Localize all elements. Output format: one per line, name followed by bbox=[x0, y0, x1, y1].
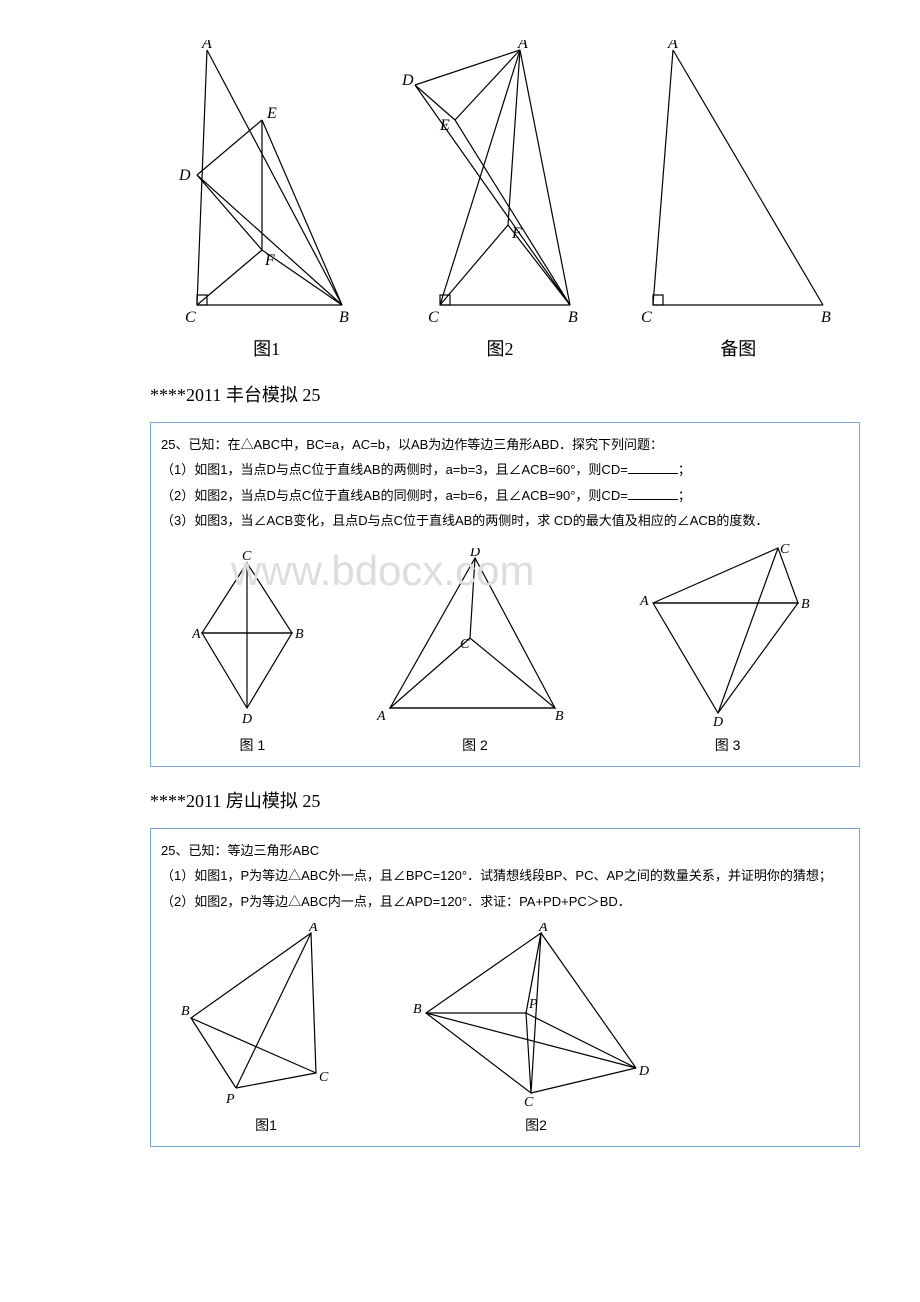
label-B: B bbox=[821, 309, 831, 326]
label-A: A bbox=[639, 594, 649, 609]
label-A: A bbox=[517, 40, 528, 52]
figure-2: A B C D E F 图2 bbox=[400, 40, 600, 361]
label-F: F bbox=[511, 225, 522, 242]
label-E: E bbox=[266, 105, 277, 122]
label-B: B bbox=[568, 309, 578, 326]
label-D: D bbox=[638, 1064, 649, 1079]
s2-figures: A B C P 图1 bbox=[161, 923, 849, 1138]
s1-line1a: （1）如图1，当点D与点C位于直线AB的两侧时，a=b=3，且∠ACB=60°，… bbox=[161, 462, 628, 477]
label-B: B bbox=[555, 709, 564, 724]
figure-1: A B C D E F 图1 bbox=[167, 40, 367, 361]
figure-2-svg: A B C D E F bbox=[400, 40, 600, 330]
s1-line1: （1）如图1，当点D与点C位于直线AB的两侧时，a=b=3，且∠ACB=60°，… bbox=[161, 458, 849, 481]
s1-line3: （3）如图3，当∠ACB变化，且点D与点C位于直线AB的两侧时，求 CD的最大值… bbox=[161, 509, 849, 532]
label-A: A bbox=[667, 40, 678, 52]
label-D: D bbox=[178, 167, 191, 184]
s1-line2a: （2）如图2，当点D与点C位于直线AB的同侧时，a=b=6，且∠ACB=90°，… bbox=[161, 488, 628, 503]
label-C: C bbox=[242, 549, 252, 564]
s2-line2: （2）如图2，P为等边△ABC内一点，且∠APD=120°．求证：PA+PD+P… bbox=[161, 890, 849, 913]
label-C: C bbox=[524, 1095, 534, 1108]
s1-figure-2: D C A B 图 2 bbox=[375, 548, 575, 758]
s1-f3-svg: C A B D bbox=[638, 543, 818, 728]
label-P: P bbox=[225, 1092, 235, 1107]
blank-2 bbox=[628, 486, 678, 500]
s1-head: 25、已知：在△ABC中，BC=a，AC=b，以AB为边作等边三角形ABD．探究… bbox=[161, 433, 849, 456]
label-C: C bbox=[641, 309, 652, 326]
label-A: A bbox=[308, 923, 318, 935]
label-D: D bbox=[241, 712, 252, 727]
label-C: C bbox=[185, 309, 196, 326]
s2-f1-svg: A B C P bbox=[181, 923, 351, 1108]
label-C: C bbox=[319, 1070, 329, 1085]
label-A: A bbox=[538, 923, 548, 935]
figure-1-svg: A B C D E F bbox=[167, 40, 367, 330]
label-B: B bbox=[413, 1002, 422, 1017]
label-D: D bbox=[712, 715, 723, 728]
s1-f2-caption: 图 2 bbox=[375, 733, 575, 758]
s2-f2-caption: 图2 bbox=[411, 1113, 661, 1138]
label-F: F bbox=[264, 252, 275, 269]
s1-f1-svg: C A B D bbox=[192, 548, 312, 728]
figure-spare: A B C 备图 bbox=[633, 40, 843, 361]
s1-f3-caption: 图 3 bbox=[638, 733, 818, 758]
blank-1 bbox=[628, 460, 678, 474]
s2-figure-2: A B C P D 图2 bbox=[411, 923, 661, 1138]
s2-head: 25、已知：等边三角形ABC bbox=[161, 839, 849, 862]
label-D: D bbox=[469, 548, 480, 560]
label-A: A bbox=[376, 709, 386, 724]
figure-spare-caption: 备图 bbox=[633, 335, 843, 361]
s2-line1: （1）如图1，P为等边△ABC外一点，且∠BPC=120°．试猜想线段BP、PC… bbox=[161, 864, 849, 887]
label-C: C bbox=[780, 543, 790, 557]
s1-figure-1: C A B D 图 1 bbox=[192, 548, 312, 758]
label-A: A bbox=[192, 627, 201, 642]
figure-spare-svg: A B C bbox=[633, 40, 843, 330]
s1-figure-3: C A B D 图 3 bbox=[638, 543, 818, 758]
label-E: E bbox=[439, 117, 450, 134]
s1-line2b: ； bbox=[678, 488, 691, 503]
section2-box: 25、已知：等边三角形ABC （1）如图1，P为等边△ABC外一点，且∠BPC=… bbox=[150, 828, 860, 1147]
label-A: A bbox=[201, 40, 212, 52]
label-P: P bbox=[528, 997, 538, 1012]
section2-title: ****2011 房山模拟 25 bbox=[150, 787, 890, 813]
s1-line1b: ； bbox=[678, 462, 691, 477]
section1-box: 25、已知：在△ABC中，BC=a，AC=b，以AB为边作等边三角形ABD．探究… bbox=[150, 422, 860, 767]
label-B: B bbox=[181, 1004, 190, 1019]
s1-f1-caption: 图 1 bbox=[192, 733, 312, 758]
label-B: B bbox=[339, 309, 349, 326]
label-C: C bbox=[460, 637, 470, 652]
s1-f2-svg: D C A B bbox=[375, 548, 575, 728]
section1-title: ****2011 丰台模拟 25 bbox=[150, 381, 890, 407]
s2-figure-1: A B C P 图1 bbox=[181, 923, 351, 1138]
label-D: D bbox=[401, 72, 414, 89]
label-B: B bbox=[295, 627, 304, 642]
label-B: B bbox=[801, 597, 810, 612]
top-figure-row: A B C D E F 图1 bbox=[150, 40, 860, 361]
s1-line2: （2）如图2，当点D与点C位于直线AB的同侧时，a=b=6，且∠ACB=90°，… bbox=[161, 484, 849, 507]
s2-f2-svg: A B C P D bbox=[411, 923, 661, 1108]
figure-2-caption: 图2 bbox=[400, 335, 600, 361]
s1-figures: C A B D 图 1 D C A B bbox=[161, 543, 849, 758]
s2-f1-caption: 图1 bbox=[181, 1113, 351, 1138]
label-C: C bbox=[428, 309, 439, 326]
figure-1-caption: 图1 bbox=[167, 335, 367, 361]
